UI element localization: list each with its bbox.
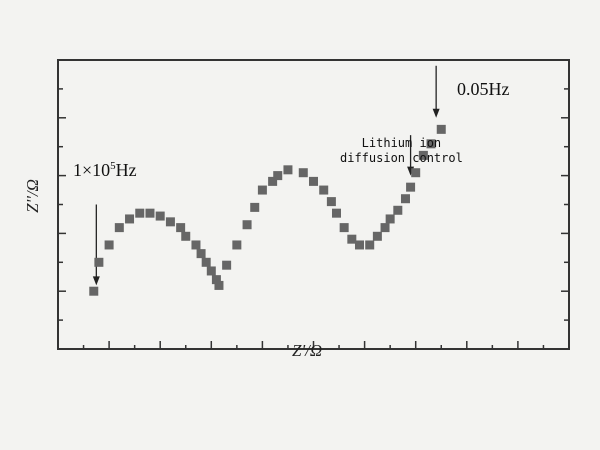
data-point bbox=[339, 223, 349, 233]
data-point bbox=[201, 257, 211, 267]
data-point bbox=[155, 211, 165, 221]
data-point bbox=[104, 240, 114, 250]
y-axis-label: Z''/Ω bbox=[22, 179, 42, 213]
data-point bbox=[400, 194, 410, 204]
data-point bbox=[181, 231, 191, 241]
data-point bbox=[298, 168, 308, 178]
data-point bbox=[326, 197, 336, 207]
data-point bbox=[347, 234, 357, 244]
data-point bbox=[206, 266, 216, 276]
high-frequency-annotation: 1×105Hz bbox=[73, 160, 137, 181]
data-point bbox=[426, 139, 436, 149]
data-point bbox=[393, 205, 403, 215]
annotation-arrow-head-hf bbox=[92, 276, 100, 286]
data-point bbox=[365, 240, 375, 250]
diffusion-annotation: Lithium ion diffusion control bbox=[340, 136, 463, 166]
hf-annotation-text: 1×10 bbox=[73, 160, 111, 180]
data-point bbox=[135, 208, 145, 218]
data-point bbox=[385, 214, 395, 224]
data-point bbox=[211, 275, 221, 285]
diffusion-annotation-line-2: diffusion control bbox=[340, 151, 463, 165]
data-point bbox=[125, 214, 135, 224]
data-point bbox=[406, 182, 416, 192]
axis-ticks bbox=[58, 88, 569, 349]
data-point bbox=[354, 240, 364, 250]
data-point bbox=[89, 286, 99, 296]
data-point bbox=[232, 240, 242, 250]
plot-frame bbox=[57, 59, 570, 350]
data-point bbox=[411, 168, 421, 178]
data-point bbox=[250, 202, 260, 212]
data-point bbox=[331, 208, 341, 218]
data-point bbox=[176, 223, 186, 233]
data-point bbox=[273, 171, 283, 181]
low-frequency-annotation: 0.05Hz bbox=[457, 79, 510, 99]
annotation-arrow-head-lf bbox=[432, 108, 440, 118]
data-point bbox=[145, 208, 155, 218]
diffusion-annotation-line-1: Lithium ion bbox=[361, 136, 442, 150]
hf-annotation-unit: Hz bbox=[115, 160, 137, 180]
data-point bbox=[165, 217, 175, 227]
data-point bbox=[268, 176, 278, 186]
data-point bbox=[309, 176, 318, 186]
data-point bbox=[222, 260, 232, 270]
annotation-arrows bbox=[92, 65, 440, 286]
data-point bbox=[257, 185, 267, 195]
hf-annotation-exponent: 5 bbox=[110, 160, 116, 172]
data-point bbox=[191, 240, 201, 250]
data-point bbox=[196, 249, 206, 259]
data-point bbox=[372, 231, 382, 241]
data-point bbox=[283, 165, 293, 175]
data-point bbox=[319, 185, 329, 195]
data-point bbox=[436, 124, 446, 134]
data-point bbox=[418, 150, 428, 160]
data-markers bbox=[89, 124, 446, 296]
data-point bbox=[94, 257, 104, 267]
data-point bbox=[214, 280, 224, 290]
data-point bbox=[242, 220, 252, 230]
data-point bbox=[114, 223, 124, 233]
data-point bbox=[380, 223, 390, 233]
x-axis-label: Z'/Ω bbox=[292, 341, 323, 360]
